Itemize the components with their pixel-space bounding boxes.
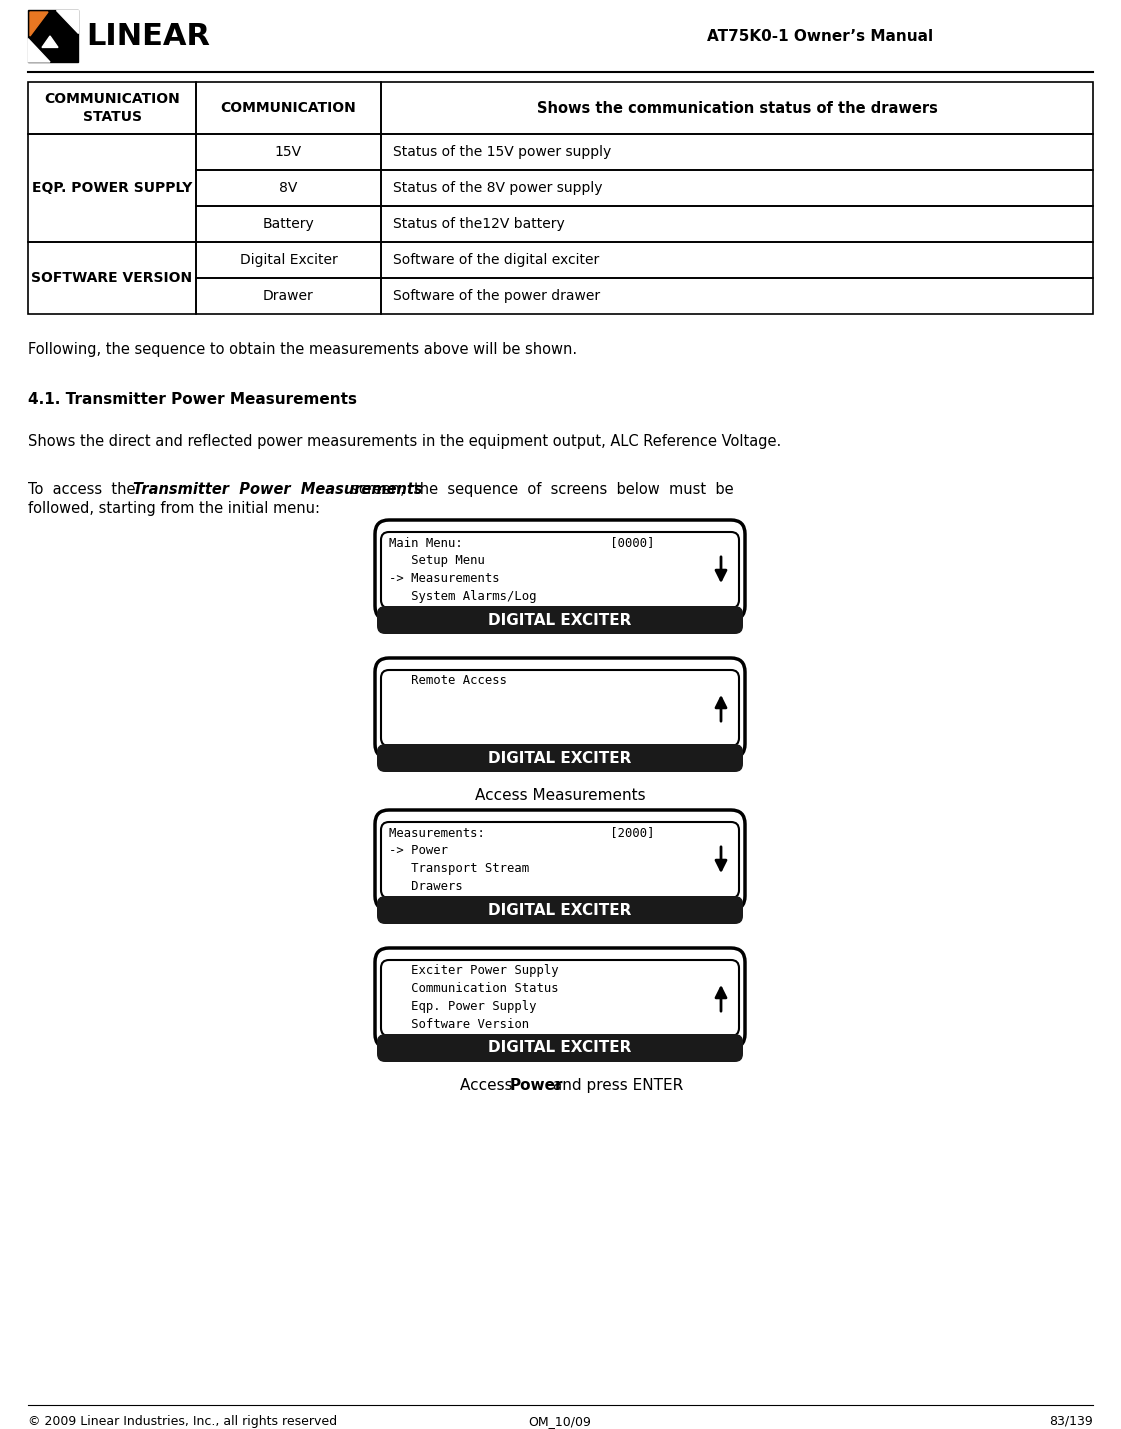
Bar [381,81,1093,134]
Text: Remote Access: Remote Access [389,674,507,687]
Bar [196,242,381,279]
Polygon shape [28,10,78,61]
Text: SOFTWARE VERSION: SOFTWARE VERSION [31,272,193,284]
Text: -> Power: -> Power [389,845,448,857]
Text: Transmitter  Power  Measurements: Transmitter Power Measurements [133,482,423,497]
Bar [196,279,381,314]
Text: Eqp. Power Supply: Eqp. Power Supply [389,1000,537,1013]
FancyBboxPatch shape [381,670,739,746]
Bar [196,81,381,134]
Text: Digital Exciter: Digital Exciter [240,253,337,267]
FancyBboxPatch shape [377,896,743,925]
Text: screen,  the  sequence  of  screens  below  must  be: screen, the sequence of screens below mu… [342,482,733,497]
Text: COMMUNICATION
STATUS: COMMUNICATION STATUS [44,93,179,124]
Text: Software of the power drawer: Software of the power drawer [393,289,600,303]
Text: Access Measurements: Access Measurements [474,787,646,803]
Bar [381,279,1093,314]
Text: 15V: 15V [275,144,302,159]
Text: Exciter Power Supply: Exciter Power Supply [389,965,558,977]
Text: Access: Access [461,1077,518,1093]
Text: DIGITAL EXCITER: DIGITAL EXCITER [489,903,632,917]
FancyBboxPatch shape [381,960,739,1036]
Text: Status of the 8V power supply: Status of the 8V power supply [393,181,602,194]
Text: Power: Power [509,1077,563,1093]
Bar [196,206,381,242]
Text: 4.1. Transmitter Power Measurements: 4.1. Transmitter Power Measurements [28,392,356,407]
Text: Software of the digital exciter: Software of the digital exciter [393,253,600,267]
Text: Communication Status: Communication Status [389,982,558,995]
Text: Battery: Battery [262,217,314,231]
Bar [28,134,196,242]
FancyBboxPatch shape [381,822,739,897]
Text: EQP. POWER SUPPLY: EQP. POWER SUPPLY [31,181,192,194]
Text: To  access  the  Transmitter  Power  Measurements  screen,  the  sequence  of  s: To access the Transmitter Power Measurem… [28,482,791,497]
Bar [381,134,1093,170]
Text: Shows the communication status of the drawers: Shows the communication status of the dr… [537,100,937,116]
Text: Transport Stream: Transport Stream [389,862,529,875]
Bar [381,242,1093,279]
Bar [28,81,196,134]
Text: Shows the direct and reflected power measurements in the equipment output, ALC R: Shows the direct and reflected power mea… [28,434,781,449]
Bar [381,170,1093,206]
Polygon shape [41,36,58,47]
Text: Setup Menu: Setup Menu [389,554,485,567]
Bar [381,206,1093,242]
Text: Main Menu:                    [0000]: Main Menu: [0000] [389,536,655,549]
Text: DIGITAL EXCITER: DIGITAL EXCITER [489,750,632,766]
Text: To  access  the: To access the [28,482,145,497]
Text: Status of the 15V power supply: Status of the 15V power supply [393,144,611,159]
Text: Following, the sequence to obtain the measurements above will be shown.: Following, the sequence to obtain the me… [28,342,577,357]
Text: Drawers: Drawers [389,880,463,893]
Text: COMMUNICATION: COMMUNICATION [221,101,356,114]
Text: Software Version: Software Version [389,1017,529,1030]
Text: and press ENTER: and press ENTER [548,1077,683,1093]
Text: followed, starting from the initial menu:: followed, starting from the initial menu… [28,502,319,516]
Text: DIGITAL EXCITER: DIGITAL EXCITER [489,1040,632,1056]
Text: 8V: 8V [279,181,298,194]
FancyBboxPatch shape [381,532,739,607]
Text: Measurements:                 [2000]: Measurements: [2000] [389,826,655,839]
FancyBboxPatch shape [377,745,743,772]
Polygon shape [30,11,48,36]
Text: Drawer: Drawer [263,289,314,303]
Polygon shape [28,39,50,61]
Text: LINEAR: LINEAR [86,21,210,50]
Text: OM_10/09: OM_10/09 [529,1415,592,1428]
Text: Status of the12V battery: Status of the12V battery [393,217,565,231]
Text: System Alarms/Log: System Alarms/Log [389,590,537,603]
Bar [196,134,381,170]
Text: AT75K0-1 Owner’s Manual: AT75K0-1 Owner’s Manual [707,29,933,43]
FancyBboxPatch shape [377,606,743,634]
Bar [28,242,196,314]
Text: © 2009 Linear Industries, Inc., all rights reserved: © 2009 Linear Industries, Inc., all righ… [28,1415,337,1428]
Text: DIGITAL EXCITER: DIGITAL EXCITER [489,613,632,627]
Text: -> Measurements: -> Measurements [389,572,500,584]
Polygon shape [56,10,78,33]
Text: 83/139: 83/139 [1049,1415,1093,1428]
Bar [196,170,381,206]
FancyBboxPatch shape [377,1035,743,1062]
